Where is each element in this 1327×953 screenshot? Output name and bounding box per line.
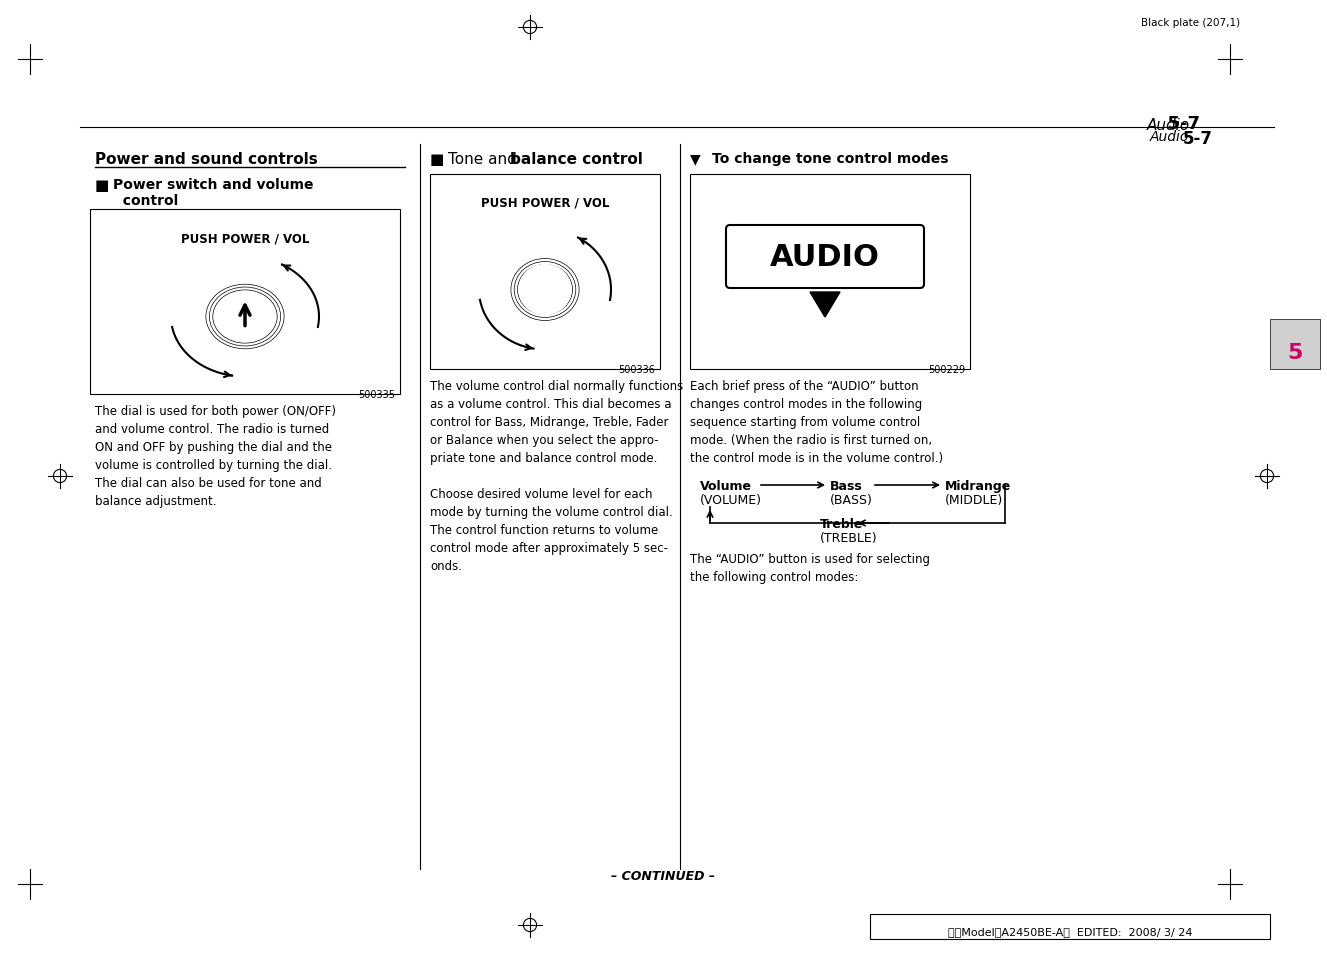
Bar xyxy=(871,914,1270,939)
Text: – CONTINUED –: – CONTINUED – xyxy=(610,869,715,882)
Text: The dial is used for both power (ON/OFF)
and volume control. The radio is turned: The dial is used for both power (ON/OFF)… xyxy=(96,405,336,507)
Bar xyxy=(90,210,399,395)
Text: 5: 5 xyxy=(1287,343,1303,363)
Text: Tone and: Tone and xyxy=(449,152,522,167)
Text: (MIDDLE): (MIDDLE) xyxy=(945,494,1003,506)
Ellipse shape xyxy=(215,293,275,342)
Text: The volume control dial normally functions
as a volume control. This dial become: The volume control dial normally functio… xyxy=(430,379,683,573)
Text: Midrange: Midrange xyxy=(945,479,1011,493)
Text: To change tone control modes: To change tone control modes xyxy=(713,152,949,166)
Text: (BASS): (BASS) xyxy=(829,494,873,506)
FancyBboxPatch shape xyxy=(726,226,924,289)
Text: 5-7: 5-7 xyxy=(1182,130,1213,148)
Text: Treble: Treble xyxy=(820,517,864,531)
Text: 500229: 500229 xyxy=(928,365,965,375)
Text: Black plate (207,1): Black plate (207,1) xyxy=(1141,18,1239,28)
Text: Bass: Bass xyxy=(829,479,863,493)
Text: Audio: Audio xyxy=(1147,118,1200,132)
FancyBboxPatch shape xyxy=(1270,319,1320,370)
Text: PUSH POWER / VOL: PUSH POWER / VOL xyxy=(480,196,609,210)
Ellipse shape xyxy=(519,265,571,315)
Text: 北米Model｢A2450BE-A｣  EDITED:  2008/ 3/ 24: 北米Model｢A2450BE-A｣ EDITED: 2008/ 3/ 24 xyxy=(947,926,1192,936)
Text: (VOLUME): (VOLUME) xyxy=(701,494,762,506)
Text: 5-7: 5-7 xyxy=(1131,115,1200,132)
Text: Volume: Volume xyxy=(701,479,752,493)
Text: AUDIO: AUDIO xyxy=(770,243,880,272)
Polygon shape xyxy=(809,293,840,317)
Text: balance control: balance control xyxy=(510,152,642,167)
Text: The “AUDIO” button is used for selecting
the following control modes:: The “AUDIO” button is used for selecting… xyxy=(690,553,930,583)
Text: Each brief press of the “AUDIO” button
changes control modes in the following
se: Each brief press of the “AUDIO” button c… xyxy=(690,379,943,464)
Text: 500335: 500335 xyxy=(358,390,395,399)
Text: Audio: Audio xyxy=(1151,130,1194,144)
Text: (TREBLE): (TREBLE) xyxy=(820,532,877,544)
Text: ■: ■ xyxy=(96,178,114,193)
Bar xyxy=(430,174,660,370)
Text: PUSH POWER / VOL: PUSH POWER / VOL xyxy=(180,232,309,245)
Text: Power switch and volume
  control: Power switch and volume control xyxy=(113,178,313,208)
Text: 500336: 500336 xyxy=(618,365,656,375)
Text: ▼: ▼ xyxy=(690,152,710,166)
Text: ■: ■ xyxy=(430,152,450,167)
Bar xyxy=(690,174,970,370)
Text: Power and sound controls: Power and sound controls xyxy=(96,152,317,167)
